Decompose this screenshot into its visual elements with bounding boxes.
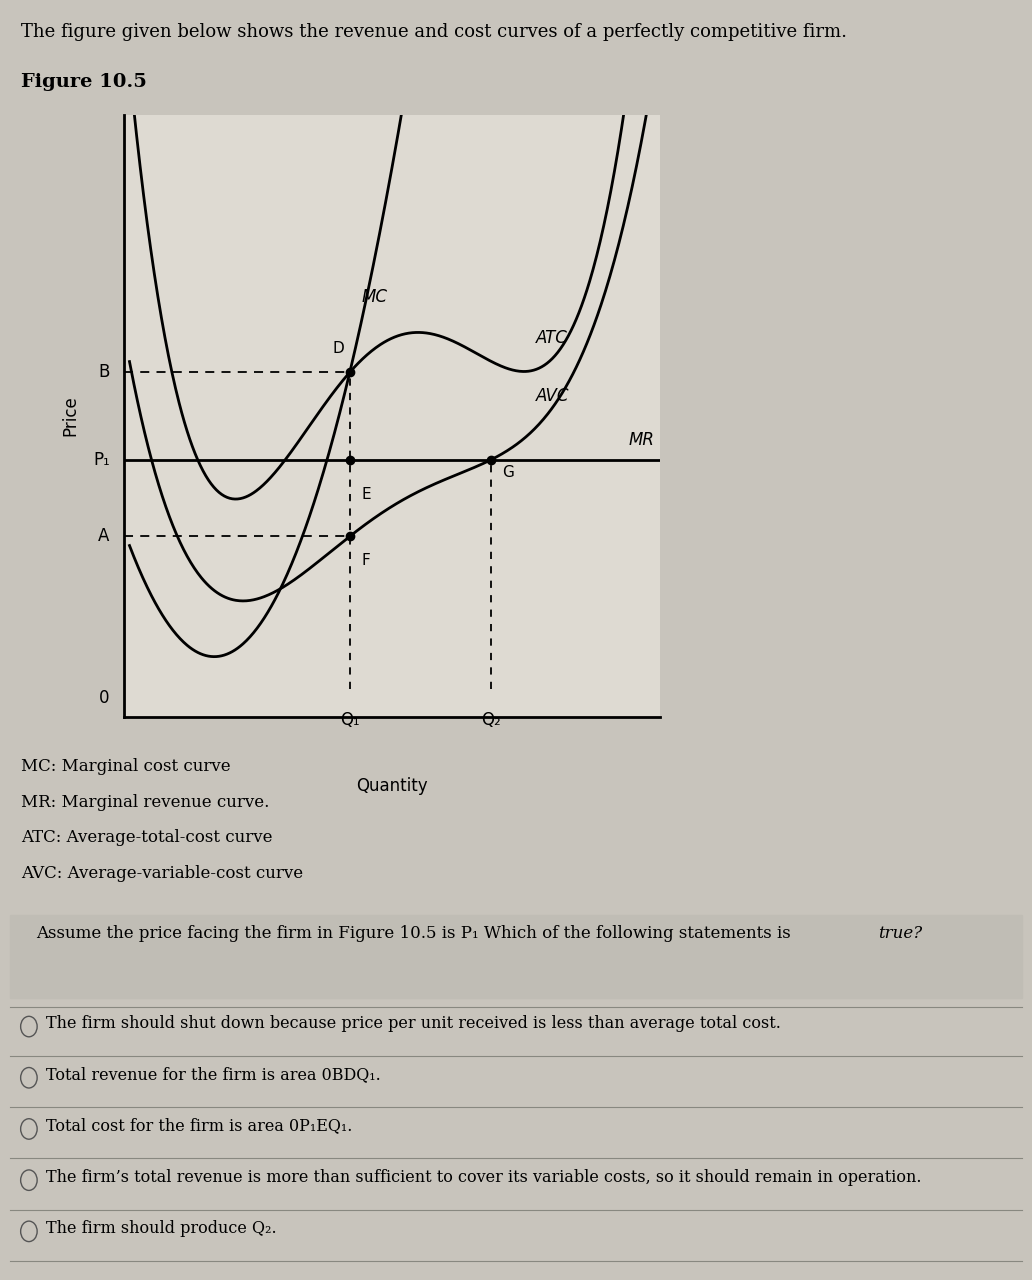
Text: true?: true? [878, 925, 923, 942]
Text: D: D [332, 340, 345, 356]
Text: The firm’s total revenue is more than sufficient to cover its variable costs, so: The firm’s total revenue is more than su… [46, 1169, 922, 1185]
Text: Q₂: Q₂ [481, 712, 501, 730]
Text: Assume the price facing the firm in Figure 10.5 is P₁ Which of the following sta: Assume the price facing the firm in Figu… [36, 925, 796, 942]
Text: 0: 0 [99, 690, 109, 708]
Text: Figure 10.5: Figure 10.5 [21, 73, 147, 91]
Text: The firm should shut down because price per unit received is less than average t: The firm should shut down because price … [46, 1015, 781, 1032]
Text: Q₁: Q₁ [340, 712, 359, 730]
Text: The firm should produce Q₂.: The firm should produce Q₂. [46, 1220, 277, 1236]
Text: MR: MR [628, 431, 655, 449]
Text: AVC: Average-variable-cost curve: AVC: Average-variable-cost curve [21, 865, 302, 882]
Text: MC: MC [361, 288, 387, 306]
Text: The figure given below shows the revenue and cost curves of a perfectly competit: The figure given below shows the revenue… [21, 23, 846, 41]
Text: Quantity: Quantity [356, 777, 428, 795]
Text: P₁: P₁ [93, 451, 109, 468]
Text: A: A [98, 527, 109, 545]
Text: MR: Marginal revenue curve.: MR: Marginal revenue curve. [21, 794, 269, 810]
Text: ATC: ATC [537, 329, 568, 347]
Text: AVC: AVC [537, 388, 570, 406]
Text: E: E [361, 488, 370, 502]
Text: Price: Price [61, 396, 79, 436]
Text: Total cost for the firm is area 0P₁EQ₁.: Total cost for the firm is area 0P₁EQ₁. [46, 1117, 353, 1134]
Text: F: F [361, 553, 369, 568]
Text: MC: Marginal cost curve: MC: Marginal cost curve [21, 758, 230, 774]
Text: G: G [503, 465, 514, 480]
Text: B: B [98, 364, 109, 381]
Text: Total revenue for the firm is area 0BDQ₁.: Total revenue for the firm is area 0BDQ₁… [46, 1066, 381, 1083]
Text: ATC: Average-total-cost curve: ATC: Average-total-cost curve [21, 829, 272, 846]
